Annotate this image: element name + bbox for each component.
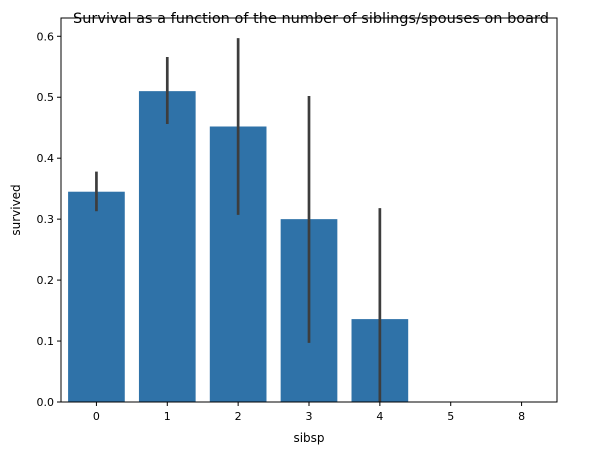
chart-title: Survival as a function of the number of … [73,11,549,27]
y-axis: 0.0 0.1 0.2 0.3 0.4 0.5 0.6 [37,30,61,409]
x-tick-label: 2 [235,410,242,423]
y-tick-label: 0.4 [37,152,55,165]
y-axis-label: survived [9,184,23,235]
y-tick-label: 0.5 [37,91,55,104]
x-tick-label: 4 [376,410,383,423]
bar-0 [68,191,125,402]
x-tick-label: 1 [164,410,171,423]
y-tick-label: 0.0 [37,396,55,409]
error-bars-group [95,38,382,402]
x-tick-label: 3 [306,410,313,423]
bar-1 [138,91,196,403]
x-tick-label: 8 [518,410,525,423]
x-tick-label: 0 [93,410,100,423]
y-tick-label: 0.1 [37,335,55,348]
y-tick-label: 0.2 [37,274,55,287]
x-axis: 0 1 2 3 4 5 8 [93,402,525,423]
y-tick-label: 0.3 [37,213,55,226]
x-tick-label: 5 [447,410,454,423]
x-axis-label: sibsp [293,431,324,445]
y-tick-label: 0.6 [37,30,55,43]
